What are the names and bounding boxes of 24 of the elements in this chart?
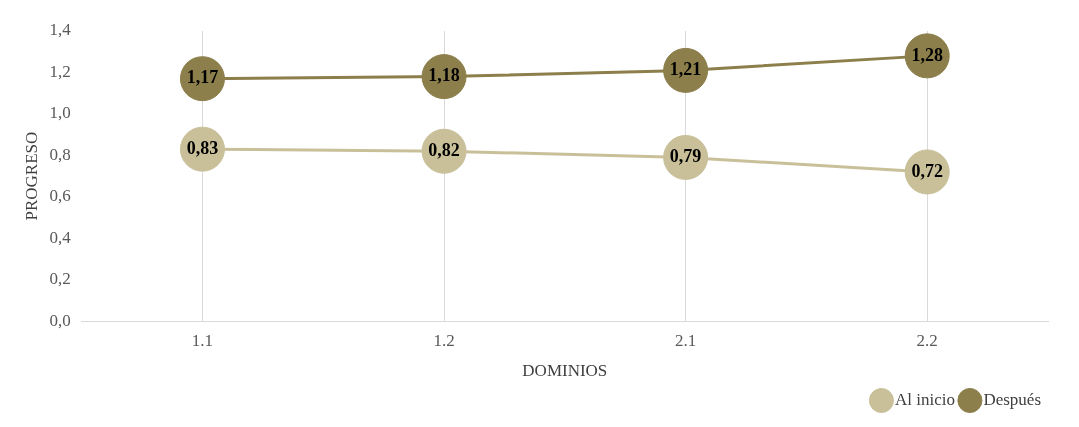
data-label: 1,28 (911, 44, 943, 65)
x-tick-label: 2.1 (674, 330, 697, 350)
x-axis-title: DOMINIOS (522, 361, 608, 381)
legend-label: Al inicio (894, 389, 955, 409)
y-tick-label: 0,6 (49, 186, 71, 206)
y-tick-label: 0,4 (49, 227, 72, 247)
x-tick-label: 1.1 (191, 330, 214, 350)
data-label: 0,83 (186, 137, 219, 158)
data-label: 0,82 (428, 139, 460, 160)
y-tick-label: 0,8 (49, 144, 71, 164)
x-tick-label: 1.2 (433, 330, 455, 350)
y-tick-label: 0,2 (49, 269, 71, 289)
legend-label: Después (983, 389, 1042, 409)
y-tick-label: 1,0 (49, 103, 71, 123)
data-label: 0,79 (669, 146, 702, 167)
y-axis-title: PROGRESO (21, 131, 41, 221)
x-tick-label: 2.2 (916, 330, 938, 350)
y-tick-label: 0,0 (49, 310, 71, 330)
data-label: 1,21 (669, 59, 702, 80)
y-tick-label: 1,2 (49, 61, 71, 81)
data-label: 0,72 (911, 160, 943, 181)
y-tick-label: 1,4 (49, 20, 72, 40)
data-label: 1,17 (186, 67, 219, 88)
data-label: 1,18 (428, 65, 460, 86)
